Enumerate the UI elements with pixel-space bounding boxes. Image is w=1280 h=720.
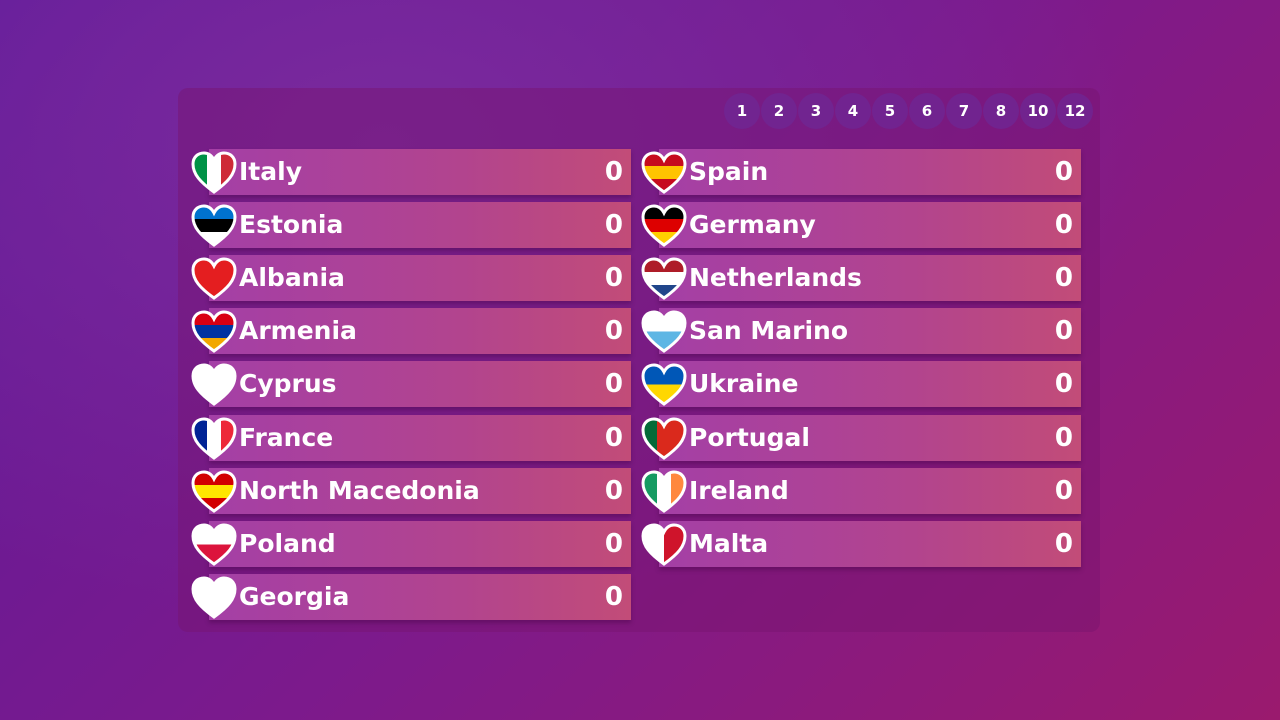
point-chip: 5 [872,93,908,129]
country-score: 0 [604,263,623,294]
country-name: Portugal [689,422,810,452]
flag-heart [191,257,237,301]
row-bar [209,255,631,302]
point-chip: 12 [1057,93,1093,129]
country-score: 0 [1054,369,1073,400]
flag-heart [641,416,687,460]
flag-heart [641,523,687,566]
country-row: Malta 0 [641,520,1081,567]
country-score: 0 [604,528,623,559]
row-bar [659,255,1081,302]
country-name: Netherlands [689,263,862,293]
country-score: 0 [1054,263,1073,294]
row-bar [209,149,631,195]
country-row: Ukraine 0 [641,361,1081,408]
row-bar [659,149,1081,195]
point-chip: 1 [724,93,760,129]
country-row: Estonia 0 [191,202,631,249]
flag-heart [191,363,237,407]
country-row: Poland 0 [191,520,631,567]
country-score: 0 [604,210,623,241]
country-name: Georgia [239,581,350,611]
country-score: 0 [604,157,623,187]
country-row: Netherlands 0 [641,255,1081,302]
country-name: Ukraine [689,369,799,399]
row-bar [659,361,1081,408]
flag-heart [191,310,237,354]
country-row: Georgia 0 [191,573,631,620]
point-chip: 2 [761,93,797,129]
country-row: Albania 0 [191,255,631,302]
country-name: Cyprus [239,369,337,399]
country-score: 0 [1054,422,1073,453]
flag-heart [641,257,687,301]
points-strip: 1 2 3 4 5 6 7 8 10 12 [724,93,1093,129]
point-chip: 8 [983,93,1019,129]
country-score: 0 [604,581,623,612]
country-name: France [239,422,334,452]
point-chip: 10 [1020,93,1056,129]
country-row: Spain 0 [641,149,1081,195]
country-row: Germany 0 [641,202,1081,249]
flag-heart [191,470,237,513]
country-name: Italy [239,157,302,186]
row-bar [659,467,1081,514]
flag-heart [641,151,687,194]
point-chip: 7 [946,93,982,129]
country-name: North Macedonia [239,475,480,505]
country-row: France 0 [191,414,631,461]
row-bar [659,414,1081,461]
flag-heart [641,363,687,407]
row-bar [209,361,631,408]
country-name: Ireland [689,475,789,505]
flag-heart [641,310,687,354]
country-name: Poland [239,528,336,558]
row-bar [659,520,1081,567]
country-name: Germany [689,210,816,240]
country-score: 0 [604,369,623,400]
point-chip: 3 [798,93,834,129]
country-score: 0 [1054,475,1073,506]
country-row: Portugal 0 [641,414,1081,461]
flag-heart [191,576,237,619]
country-row: North Macedonia 0 [191,467,631,514]
country-name: Spain [689,157,769,186]
country-name: San Marino [689,316,848,346]
row-bar [659,202,1081,249]
country-score: 0 [1054,316,1073,347]
country-score: 0 [604,475,623,506]
country-name: Armenia [239,316,357,346]
point-chip: 6 [909,93,945,129]
row-bar [209,573,631,620]
country-score: 0 [604,422,623,453]
row-bar [209,202,631,249]
country-row: Armenia 0 [191,308,631,355]
country-row: Italy 0 [191,149,631,195]
country-row: San Marino 0 [641,308,1081,355]
row-bar [209,467,631,514]
row-bar [209,414,631,461]
country-score: 0 [1054,210,1073,241]
country-name: Malta [689,528,769,558]
flag-heart [191,151,237,194]
point-chip: 4 [835,93,871,129]
flag-heart [191,523,237,566]
country-row: Ireland 0 [641,467,1081,514]
country-name: Estonia [239,210,344,240]
country-score: 0 [604,316,623,347]
row-bar [659,308,1081,355]
row-bar [209,308,631,355]
country-score: 0 [1054,157,1073,187]
flag-heart [641,470,687,513]
flag-heart [641,204,687,247]
country-score: 0 [1054,528,1073,559]
row-bar [209,520,631,567]
country-row: Cyprus 0 [191,361,631,408]
flag-heart [191,416,237,460]
flag-heart [191,204,237,247]
country-name: Albania [239,263,345,293]
